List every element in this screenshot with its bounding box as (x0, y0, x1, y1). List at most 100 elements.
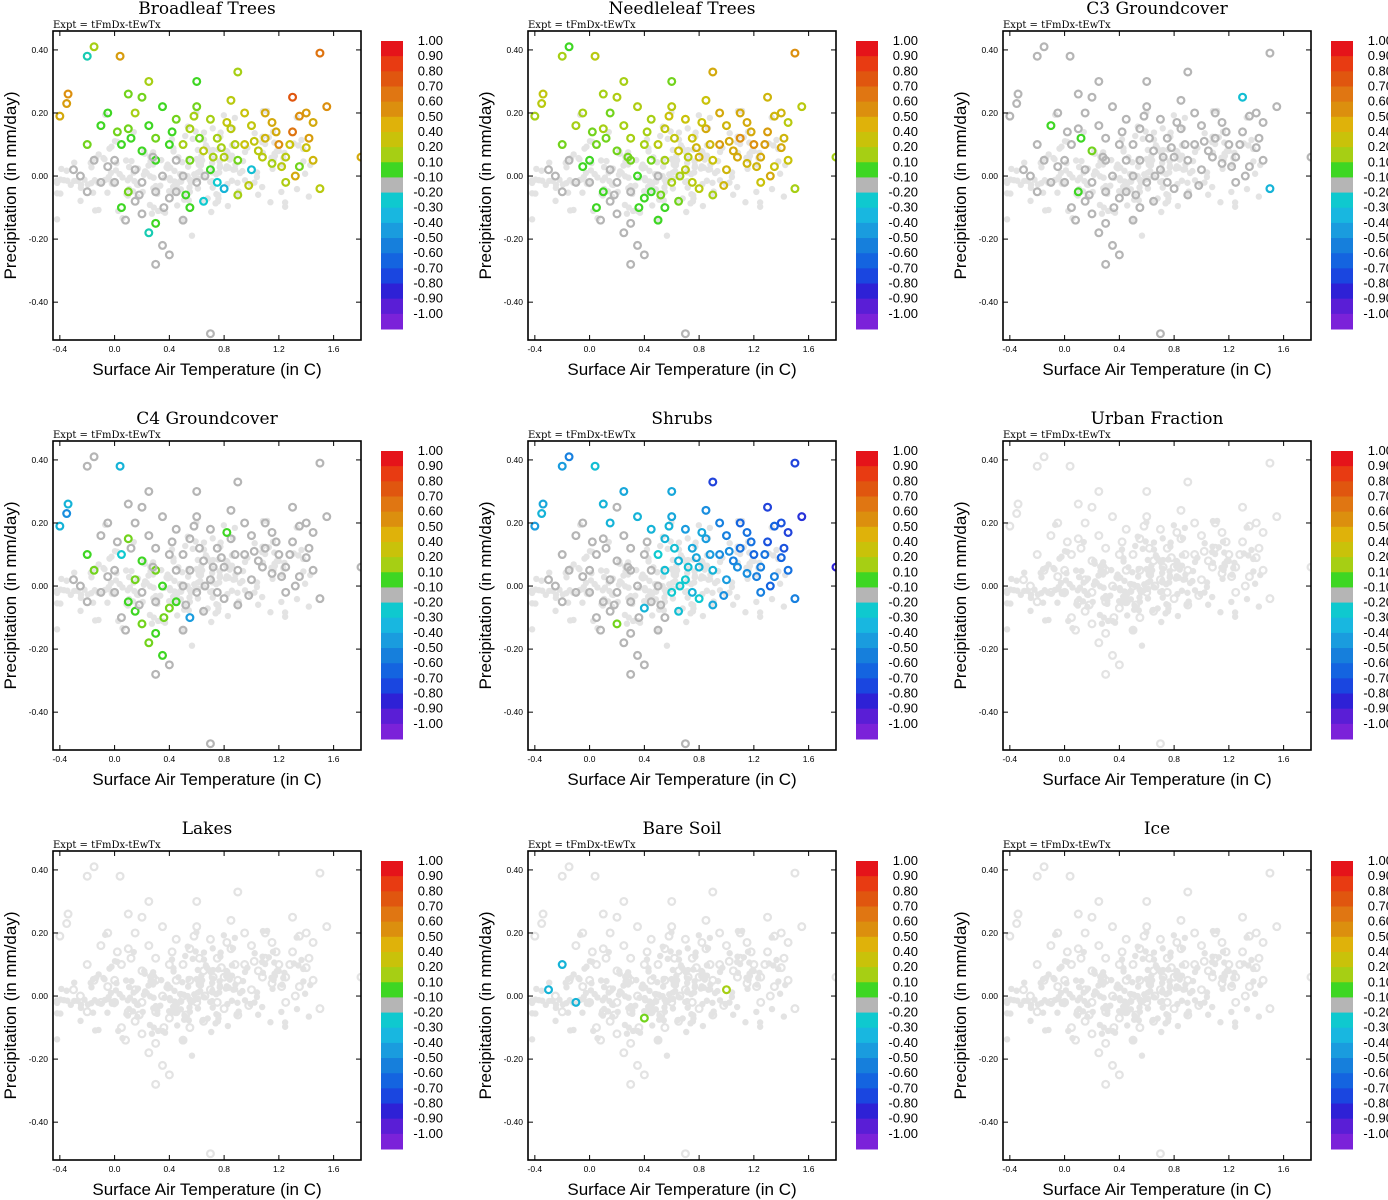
background-point (649, 1022, 656, 1029)
colorbar-label: -0.90 (413, 701, 443, 716)
data-point (1046, 121, 1056, 131)
colorbar-swatch (381, 663, 403, 679)
background-point (207, 998, 214, 1006)
data-point (660, 613, 670, 623)
background-point (1201, 950, 1208, 957)
background-point (1173, 163, 1181, 170)
data-point (260, 108, 270, 118)
data-point (205, 985, 215, 995)
data-point (212, 953, 222, 963)
data-point (1032, 1007, 1042, 1017)
colorbar-swatch (381, 56, 403, 72)
colorbar-label: -0.20 (1363, 185, 1388, 200)
colorbar-label: 0.90 (418, 48, 443, 63)
data-point (721, 121, 731, 131)
background-point (657, 132, 664, 140)
data-point (75, 581, 85, 591)
data-point (564, 975, 574, 985)
data-point (639, 1013, 649, 1023)
colorbar-swatch (381, 921, 403, 938)
colorbar-swatch (1331, 1118, 1353, 1135)
background-point (1051, 156, 1058, 163)
background-point (1248, 956, 1255, 964)
data-point (626, 133, 636, 143)
data-point (585, 565, 595, 575)
background-point (1174, 1022, 1182, 1030)
data-point (1240, 171, 1250, 181)
data-point (1128, 215, 1138, 225)
y-tick-label: 0.40 (506, 455, 523, 465)
background-point (1159, 535, 1166, 542)
colorbar-swatch (1331, 906, 1353, 923)
data-point (623, 152, 633, 162)
data-point (646, 187, 656, 197)
data-point (1158, 562, 1168, 572)
y-tick-label: 0.20 (31, 518, 48, 528)
data-point (683, 562, 693, 572)
data-point (304, 133, 314, 143)
colorbar-label: 0.40 (1368, 944, 1388, 959)
data-point (249, 956, 259, 966)
data-point (159, 1023, 169, 1033)
data-point (1087, 502, 1097, 512)
colorbar-swatch (381, 466, 403, 482)
background-point (88, 574, 95, 581)
data-point (1062, 947, 1072, 957)
background-point (746, 972, 754, 980)
data-point (216, 143, 226, 153)
data-point (126, 133, 136, 143)
data-point (233, 155, 243, 165)
background-point (1174, 202, 1182, 210)
background-point (1144, 1005, 1152, 1012)
data-point (1183, 975, 1193, 985)
data-point (315, 594, 325, 604)
colorbar-swatch (1331, 648, 1353, 664)
data-point (735, 543, 745, 553)
data-point (633, 171, 643, 181)
data-point (776, 518, 786, 528)
data-point (1135, 124, 1145, 134)
data-point (63, 909, 73, 919)
colorbar-swatch (856, 86, 878, 103)
data-point (1039, 862, 1049, 872)
background-point (705, 986, 712, 993)
background-point (642, 177, 650, 184)
data-point (783, 155, 793, 165)
colorbar-swatch (381, 177, 403, 194)
data-point (62, 509, 72, 519)
data-point (82, 1007, 92, 1017)
background-point (690, 605, 697, 612)
background-point (77, 197, 84, 205)
colorbar-label: 0.10 (893, 974, 918, 989)
data-point (694, 152, 704, 162)
colorbar-label: -0.90 (888, 701, 918, 716)
colorbar-swatch (1331, 951, 1353, 968)
data-point (281, 997, 291, 1007)
data-point (158, 650, 168, 660)
x-tick-label: 0.8 (1168, 1164, 1180, 1174)
data-point (667, 486, 677, 496)
colorbar-swatch (856, 1133, 878, 1150)
data-point (89, 565, 99, 575)
data-point (1183, 477, 1193, 487)
background-point (1184, 179, 1191, 186)
data-point (619, 531, 629, 541)
data-point (639, 960, 649, 970)
y-tick-label: -0.40 (979, 1117, 999, 1127)
background-point (293, 595, 301, 603)
x-tick-label: 0.4 (638, 754, 650, 764)
data-point (189, 521, 199, 531)
colorbar: 1.000.900.800.700.600.500.400.200.10-0.1… (856, 33, 918, 330)
data-point (1183, 887, 1193, 897)
data-point (732, 562, 742, 572)
background-point (654, 979, 661, 986)
background-point (1075, 163, 1083, 171)
colorbar-swatch (856, 481, 878, 497)
data-point (633, 1060, 643, 1070)
colorbar-swatch (1331, 708, 1353, 725)
background-point (773, 546, 780, 554)
data-point (1071, 1035, 1081, 1045)
